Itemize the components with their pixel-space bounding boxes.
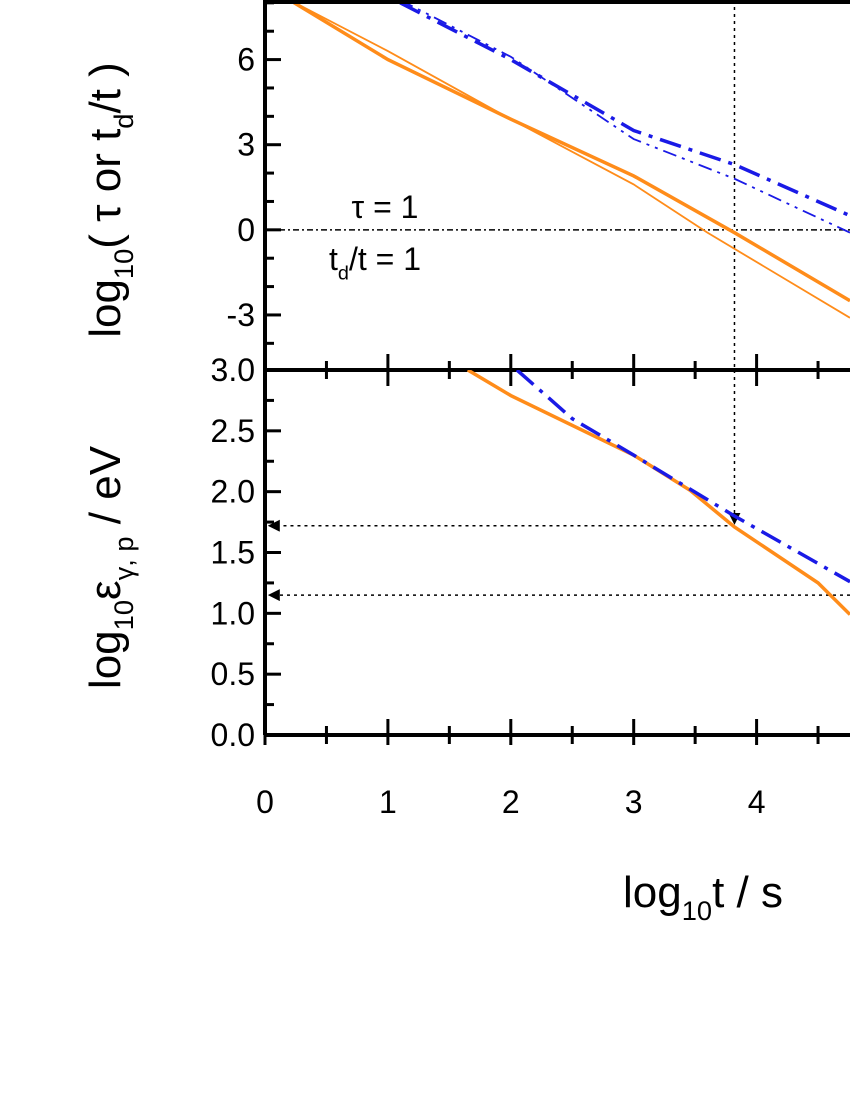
label-part: log — [81, 630, 130, 689]
label: td/t = 1 — [329, 241, 421, 285]
y-tick-label: 1.0 — [211, 595, 255, 631]
x-tick-label: 4 — [748, 784, 766, 820]
series-line — [515, 370, 850, 584]
subscript: 10 — [108, 249, 139, 279]
y-tick-label: 2.0 — [211, 474, 255, 510]
series-line — [289, 0, 850, 319]
y-tick-label: -3 — [227, 297, 255, 333]
label-part: ( τ or t — [81, 129, 130, 249]
label: log10( τ or td/t ) — [81, 62, 139, 338]
label-part: t / s — [712, 868, 783, 917]
series-line — [399, 0, 850, 234]
y-tick-label: 0.5 — [211, 656, 255, 692]
y-tick-label: 3.0 — [211, 352, 255, 388]
x-tick-label: 1 — [379, 784, 397, 820]
label-part: /t = 1 — [349, 241, 421, 277]
y-tick-label: 0.0 — [211, 717, 255, 753]
subscript: d — [108, 114, 139, 129]
label-part: ε — [81, 580, 130, 600]
x-tick-label: 0 — [256, 784, 274, 820]
annotation: τ = 1 — [352, 189, 419, 225]
label-part: log — [623, 868, 682, 917]
label-part: t — [329, 241, 338, 277]
label-part: /t ) — [81, 62, 130, 113]
subscript: γ, p — [108, 536, 139, 580]
subscript: 10 — [682, 895, 712, 926]
series-line — [399, 1, 850, 218]
y-tick-label: 0 — [237, 212, 255, 248]
series-line — [288, 0, 850, 303]
y-tick-label: 6 — [237, 42, 255, 78]
label-part: log — [81, 279, 130, 338]
plot-area — [267, 370, 850, 616]
label-part: / eV — [81, 445, 130, 536]
y-tick-label: 3 — [237, 127, 255, 163]
subscript: 10 — [108, 600, 139, 630]
subscript: d — [338, 262, 349, 284]
y-tick-label: 1.5 — [211, 535, 255, 571]
series-line — [466, 370, 850, 616]
x-tick-label: 2 — [502, 784, 520, 820]
y-tick-label: 2.5 — [211, 413, 255, 449]
plot-area — [265, 0, 850, 370]
x-tick-label: 3 — [625, 784, 643, 820]
label: log10t / s — [623, 868, 783, 926]
label: log10εγ, p / eV — [81, 445, 139, 689]
